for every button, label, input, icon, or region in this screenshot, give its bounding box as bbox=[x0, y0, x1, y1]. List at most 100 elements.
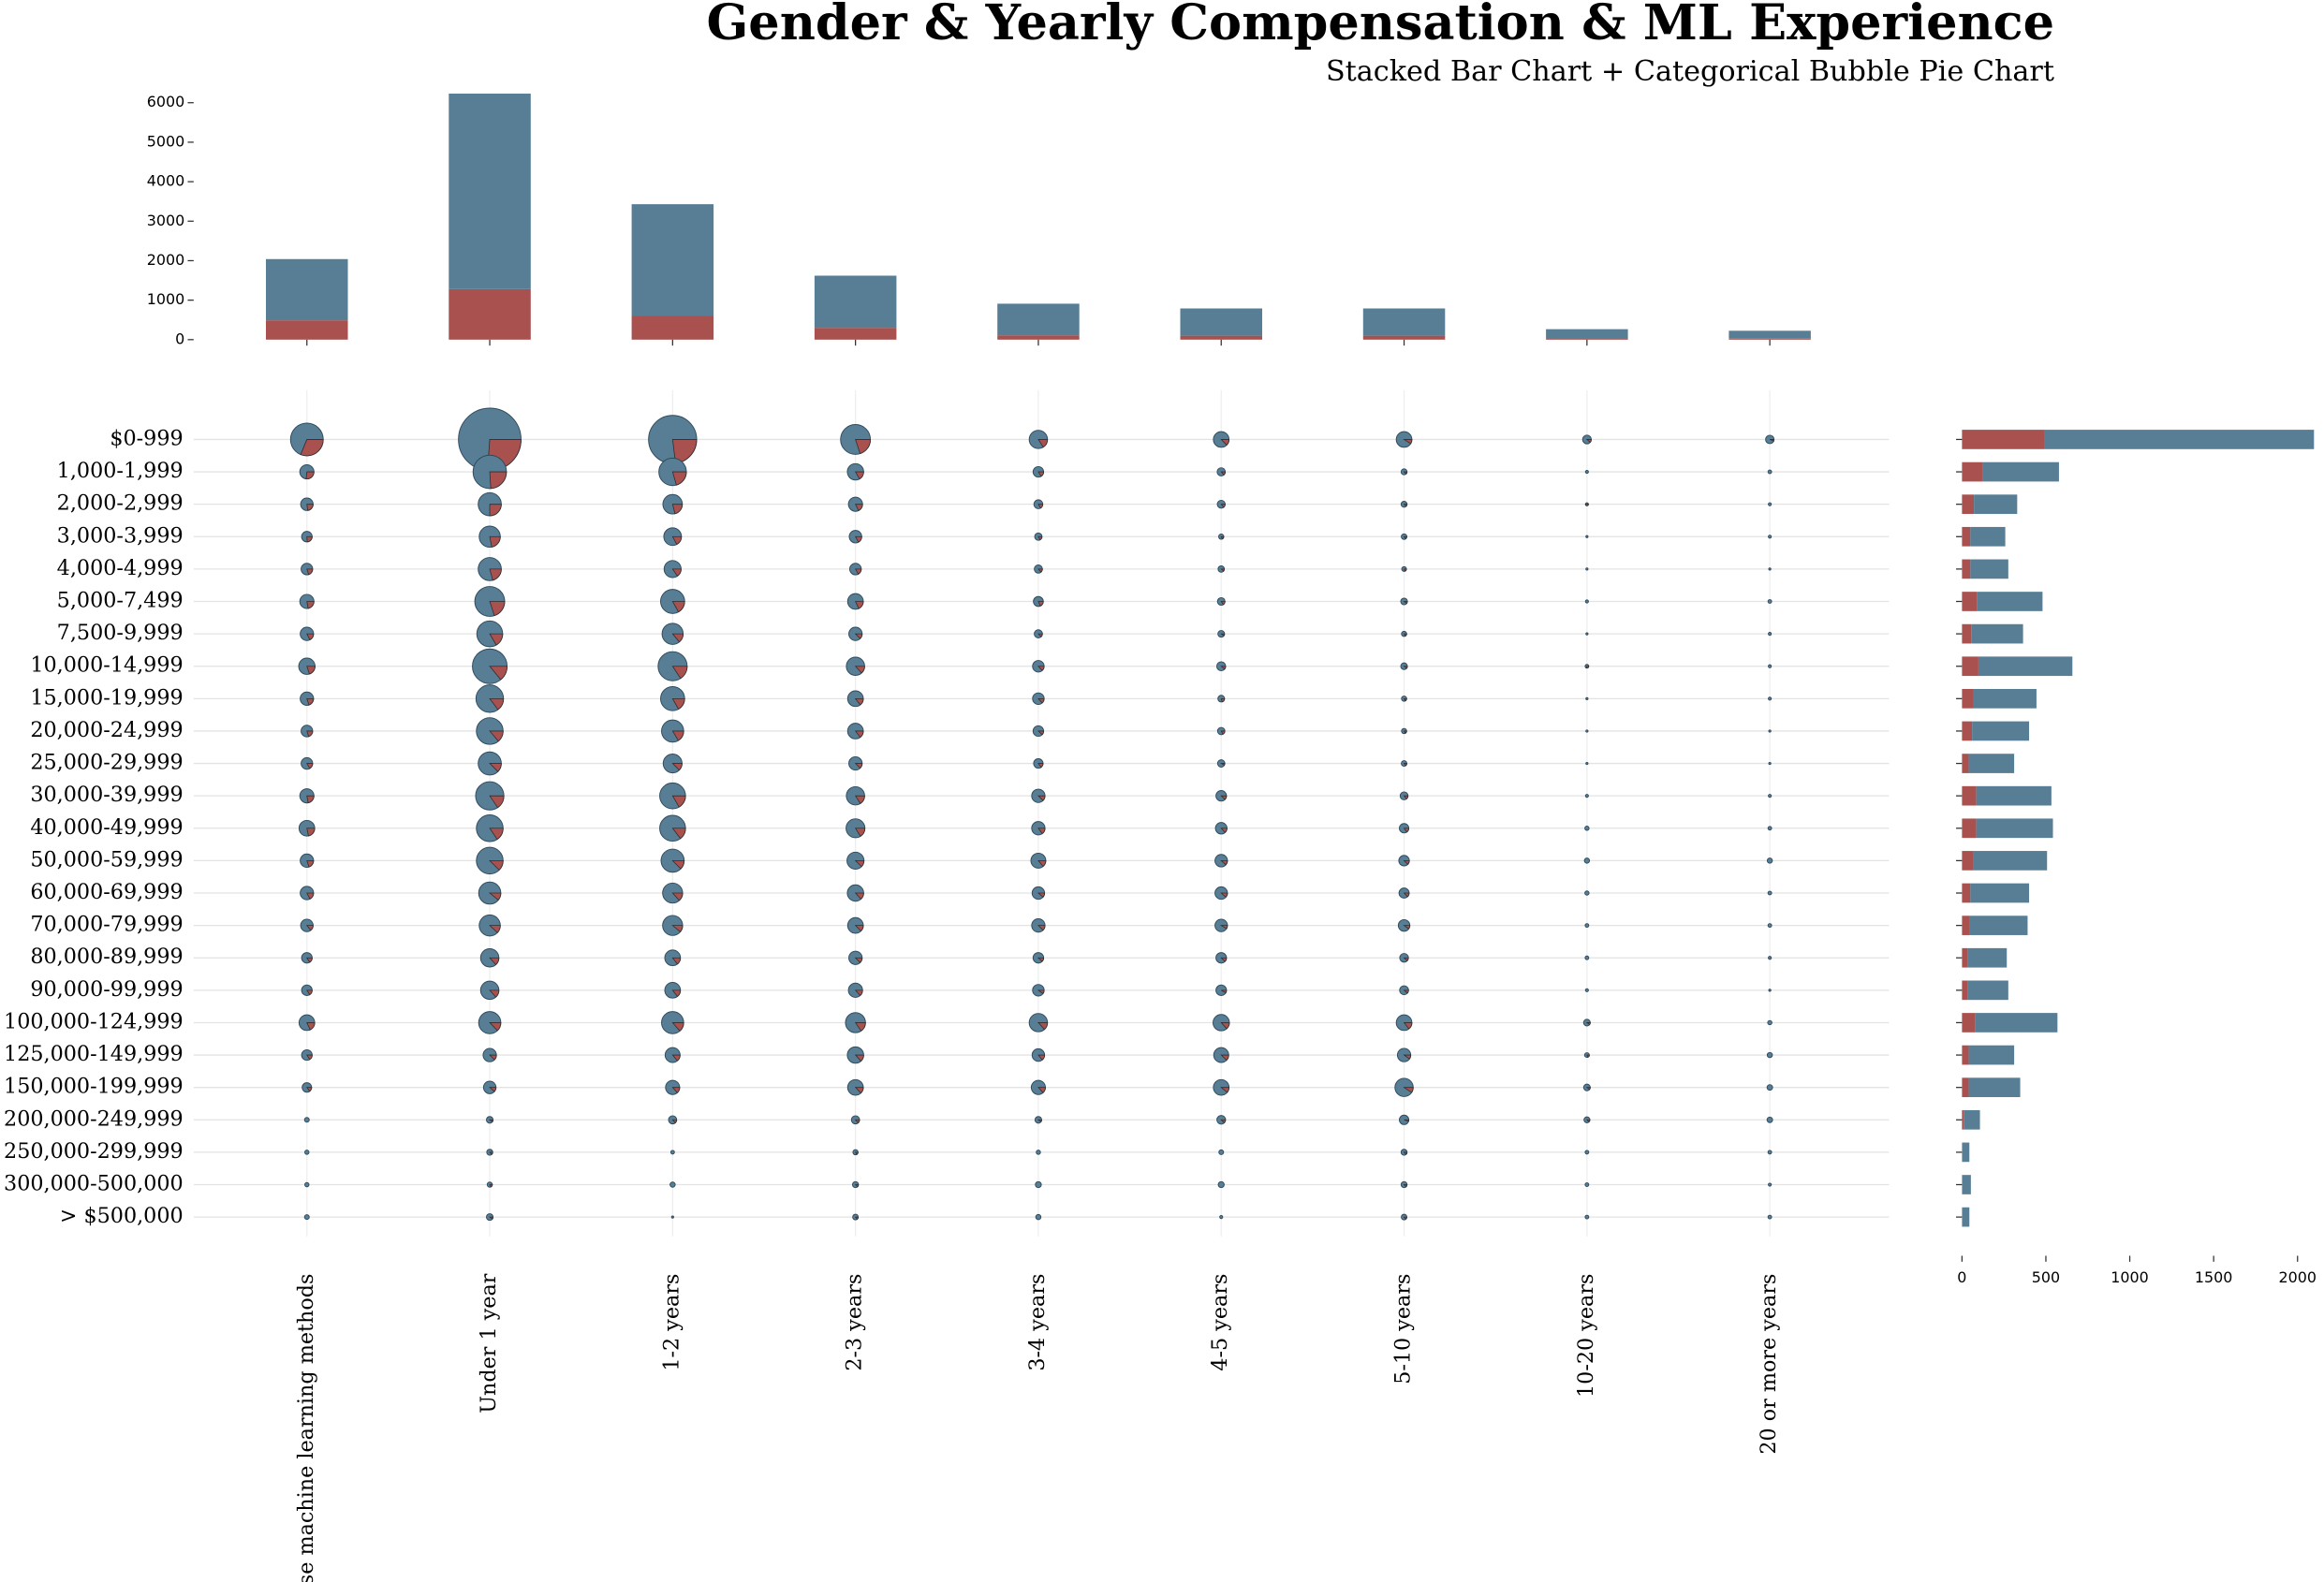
bubble-wedge bbox=[489, 795, 505, 809]
bubble-wedge bbox=[1403, 989, 1409, 994]
bar-segment bbox=[265, 258, 348, 321]
bubble bbox=[1584, 955, 1590, 960]
bar-segment bbox=[1974, 494, 2018, 515]
bubble bbox=[1768, 761, 1772, 766]
bubble bbox=[1768, 567, 1772, 571]
bubble bbox=[1035, 1180, 1042, 1189]
bubble-wedge bbox=[1220, 1054, 1229, 1062]
bubble-wedge bbox=[1404, 1119, 1409, 1122]
bar-segment bbox=[1962, 1175, 1963, 1194]
bar-segment bbox=[1362, 335, 1446, 340]
bubble-wedge bbox=[1037, 795, 1046, 801]
bubble-wedge bbox=[1220, 633, 1226, 637]
bubble-wedge bbox=[1403, 763, 1407, 767]
bubble-wedge bbox=[1221, 989, 1228, 994]
bubble-wedge bbox=[1403, 697, 1407, 702]
bubble bbox=[1766, 1116, 1773, 1123]
bar-segment bbox=[1962, 754, 1969, 773]
bubble-wedge bbox=[854, 1184, 860, 1188]
x-tick-label: 2000 bbox=[2279, 1268, 2317, 1286]
bubble-wedge bbox=[855, 504, 863, 511]
bubble bbox=[1768, 1182, 1772, 1187]
bubble bbox=[1584, 469, 1589, 475]
bubble bbox=[1583, 857, 1591, 864]
bubble-wedge bbox=[1220, 1022, 1230, 1030]
bubble-wedge bbox=[854, 633, 863, 639]
bubble bbox=[1036, 1150, 1041, 1155]
y-tick-label: 3000 bbox=[147, 212, 184, 229]
bubble bbox=[1584, 1150, 1590, 1155]
bubble bbox=[1768, 535, 1772, 539]
bubble-wedge bbox=[300, 439, 324, 457]
y-tick-label: 10,000-14,999 bbox=[30, 653, 183, 678]
bubble-wedge bbox=[1220, 892, 1228, 898]
bubble-wedge bbox=[306, 535, 313, 543]
bar-segment bbox=[1546, 338, 1628, 340]
y-tick-label: 80,000-89,999 bbox=[30, 945, 183, 969]
bubble-wedge bbox=[1037, 957, 1044, 962]
bubble-wedge bbox=[305, 471, 315, 479]
y-tick-label: 90,000-99,999 bbox=[30, 977, 183, 1002]
bubble-wedge bbox=[1403, 925, 1411, 930]
bubble-wedge bbox=[1037, 439, 1049, 448]
bubble-wedge bbox=[1037, 828, 1046, 835]
bubble bbox=[1219, 1215, 1224, 1220]
bubble bbox=[1585, 696, 1589, 700]
bubble-wedge bbox=[1403, 1054, 1412, 1060]
bubble-wedge bbox=[854, 925, 864, 932]
bubble-wedge bbox=[854, 1022, 866, 1032]
bubble bbox=[303, 1117, 310, 1123]
bar-segment bbox=[814, 328, 897, 340]
bubble-wedge bbox=[1220, 439, 1229, 446]
y-tick-label: 7,500-9,999 bbox=[57, 621, 184, 645]
bubble-wedge bbox=[1403, 439, 1413, 445]
bar-segment bbox=[1728, 330, 1811, 339]
x-tick-label: 20 or more years bbox=[1757, 1274, 1781, 1455]
bar-segment bbox=[1962, 1142, 1963, 1163]
x-tick-label: 5-10 years bbox=[1391, 1274, 1416, 1384]
bubble-wedge bbox=[1403, 601, 1408, 605]
bar-segment bbox=[1976, 818, 2053, 839]
bubble-wedge bbox=[671, 795, 686, 808]
bar-segment bbox=[1962, 688, 1974, 709]
bubble bbox=[1768, 989, 1772, 992]
bubble-wedge bbox=[1220, 1087, 1229, 1093]
bar-segment bbox=[1962, 1013, 1976, 1033]
y-tick-label: 0 bbox=[175, 330, 184, 347]
bubble-wedge bbox=[1403, 1184, 1408, 1188]
bubble bbox=[1585, 729, 1589, 733]
bubble-wedge bbox=[1403, 1216, 1407, 1221]
bubble-wedge bbox=[1585, 1087, 1591, 1091]
bubble bbox=[1584, 890, 1590, 896]
bubble-wedge bbox=[671, 989, 682, 998]
bubble bbox=[1768, 956, 1772, 960]
bar-segment bbox=[1180, 308, 1262, 336]
bubble-wedge bbox=[306, 763, 314, 769]
bar-segment bbox=[2043, 430, 2315, 449]
bubble-wedge bbox=[1403, 666, 1408, 669]
bubble bbox=[304, 1181, 310, 1188]
bubble-wedge bbox=[1037, 504, 1044, 509]
bar-segment bbox=[1546, 329, 1628, 339]
y-tick-label: 25,000-29,999 bbox=[30, 751, 183, 775]
bubble-wedge bbox=[855, 601, 864, 609]
bubble-wedge bbox=[671, 471, 687, 486]
chart-title: Gender & Yearly Compensation & ML Experi… bbox=[706, 0, 2054, 51]
bubble bbox=[1584, 826, 1590, 831]
bubble-wedge bbox=[488, 1087, 497, 1092]
bubble bbox=[1584, 923, 1590, 929]
x-tick-label: 10-20 years bbox=[1574, 1274, 1598, 1398]
bubble-wedge bbox=[306, 697, 315, 706]
bubble-wedge bbox=[671, 763, 683, 771]
bubble bbox=[1767, 469, 1772, 475]
bubble-wedge bbox=[854, 1119, 860, 1124]
bar-segment bbox=[1180, 335, 1262, 340]
bubble bbox=[1035, 1213, 1042, 1221]
bubble-wedge bbox=[1037, 925, 1046, 931]
bubble-wedge bbox=[671, 535, 683, 546]
y-tick-label: 4000 bbox=[147, 172, 184, 190]
y-tick-label: 40,000-49,999 bbox=[30, 815, 183, 840]
bubble-wedge bbox=[1037, 1054, 1046, 1061]
bubble-wedge bbox=[1037, 697, 1045, 704]
bubble-wedge bbox=[1220, 601, 1226, 606]
